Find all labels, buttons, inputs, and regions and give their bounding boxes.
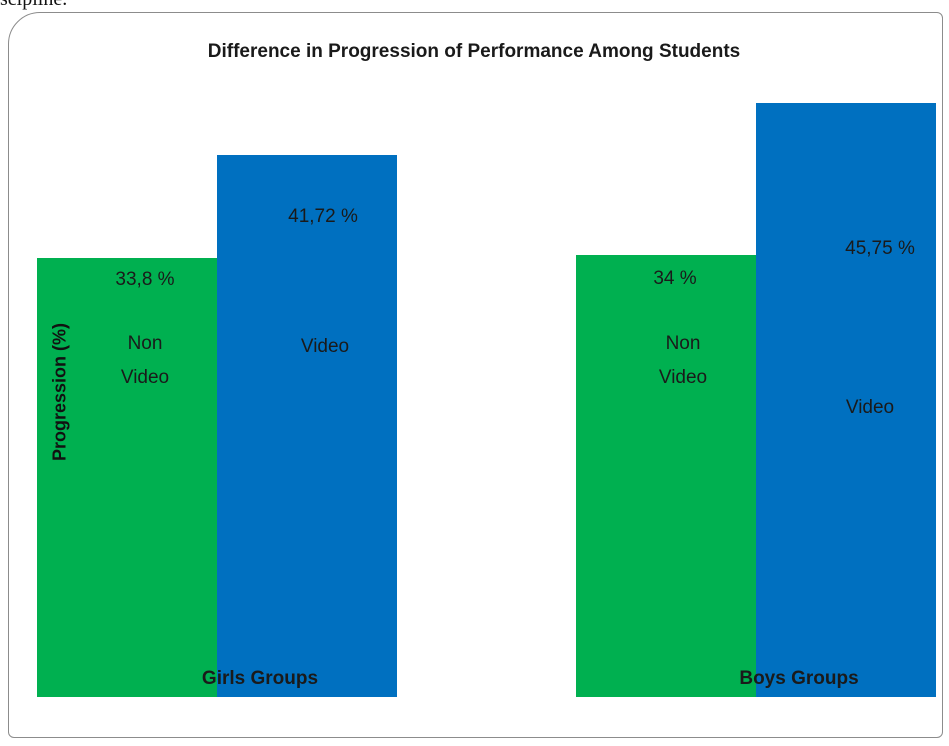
bar [217,155,397,697]
chart-title: Difference in Progression of Performance… [207,41,741,62]
bar [37,257,217,697]
value-label: 41,72 % [288,206,358,227]
chart-frame [8,12,943,738]
page-text-fragment: scipline. [0,0,67,11]
value-label: 33,8 % [115,269,175,290]
series-label: Non Video [120,333,170,388]
y-axis-label: Progression (%) [49,322,70,462]
series-label: Video [300,336,350,357]
bar [756,102,936,697]
value-label: 34 % [653,268,697,289]
bar [576,255,756,697]
series-label: Non Video [658,333,708,388]
series-label: Video [845,397,895,418]
value-label: 45,75 % [845,238,915,259]
category-label: Girls Groups [201,668,319,689]
category-label: Boys Groups [739,668,859,689]
